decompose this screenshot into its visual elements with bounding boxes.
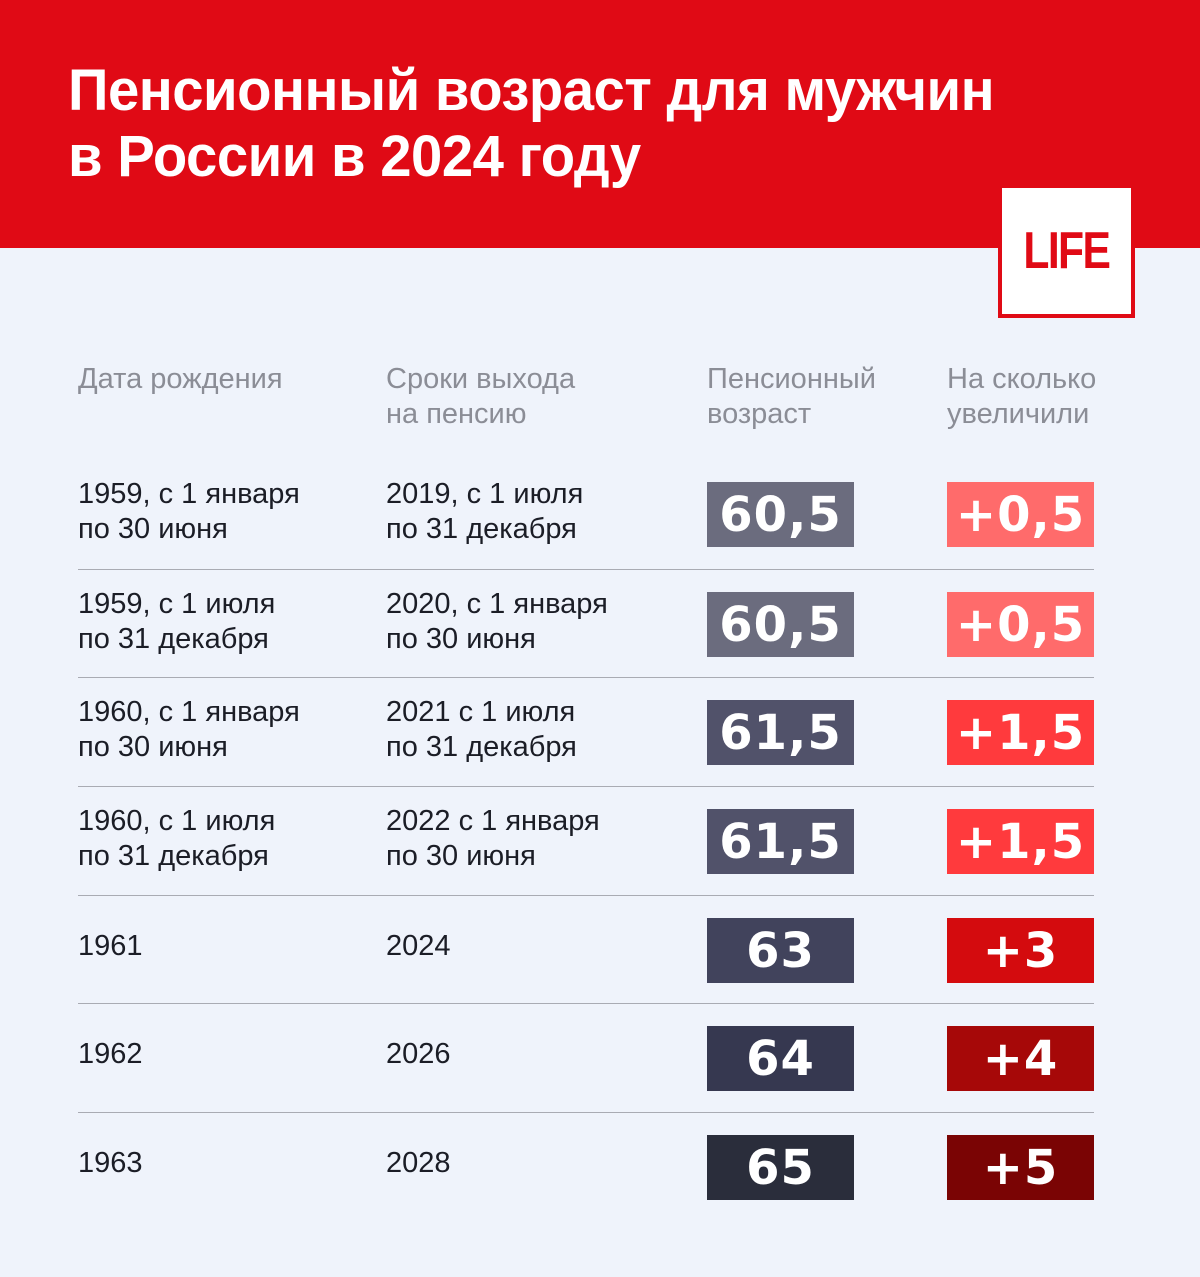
life-logo: LIFE <box>998 184 1135 318</box>
logo-text: LIFE <box>1023 222 1111 280</box>
retirement-period-cell: 2022 с 1 января по 30 июня <box>386 805 600 872</box>
table-row: 1960, с 1 июля по 31 декабря 2022 с 1 янва… <box>78 786 1094 895</box>
increase-badge: +1,5 <box>947 700 1094 765</box>
retirement-period-cell: 2026 <box>386 1038 451 1070</box>
increase-badge: +3 <box>947 918 1094 983</box>
title-line-2: в России в 2024 году <box>68 124 641 189</box>
retirement-period-cell: 2019, с 1 июля по 31 декабря <box>386 478 584 545</box>
birth-date-cell: 1960, с 1 июля по 31 декабря <box>78 805 276 872</box>
increase-badge: +1,5 <box>947 809 1094 874</box>
table-row: 1963 2028 65 +5 <box>78 1112 1094 1221</box>
birth-date-cell: 1961 <box>78 930 143 962</box>
table-row: 1959, с 1 июля по 31 декабря 2020, с 1 янв… <box>78 569 1094 678</box>
increase-badge: +4 <box>947 1026 1094 1091</box>
retirement-period-cell: 2020, с 1 января по 30 июня <box>386 588 608 655</box>
header-banner: Пенсионный возраст для мужчин в России в… <box>0 0 1200 248</box>
title-line-1: Пенсионный возраст для мужчин <box>68 58 995 123</box>
column-header-retirement-age: Пенсионный возраст <box>707 363 876 430</box>
table-row: 1960, с 1 января по 30 июня 2021 с 1 июля п… <box>78 677 1094 786</box>
retirement-period-cell: 2024 <box>386 930 451 962</box>
column-header-birth-date: Дата рождения <box>78 363 283 395</box>
table-row: 1962 2026 64 +4 <box>78 1003 1094 1112</box>
table-row: 1959, с 1 января по 30 июня 2019, с 1 июля… <box>78 460 1094 569</box>
birth-date-cell: 1963 <box>78 1147 143 1179</box>
birth-date-cell: 1962 <box>78 1038 143 1070</box>
birth-date-cell: 1960, с 1 января по 30 июня <box>78 696 300 763</box>
birth-date-cell: 1959, с 1 января по 30 июня <box>78 478 300 545</box>
increase-badge: +0,5 <box>947 592 1094 657</box>
retirement-age-badge: 60,5 <box>707 592 854 657</box>
retirement-age-badge: 61,5 <box>707 700 854 765</box>
retirement-age-badge: 63 <box>707 918 854 983</box>
table-row: 1961 2024 63 +3 <box>78 895 1094 1004</box>
retirement-period-cell: 2021 с 1 июля по 31 декабря <box>386 696 577 763</box>
birth-date-cell: 1959, с 1 июля по 31 декабря <box>78 588 276 655</box>
retirement-age-badge: 61,5 <box>707 809 854 874</box>
column-header-retirement-period: Сроки выхода на пенсию <box>386 363 576 430</box>
increase-badge: +5 <box>947 1135 1094 1200</box>
column-header-increase: На сколько увеличили <box>947 363 1097 430</box>
page-title: Пенсионный возраст для мужчин в России в… <box>68 58 995 190</box>
retirement-age-badge: 64 <box>707 1026 854 1091</box>
retirement-age-badge: 65 <box>707 1135 854 1200</box>
retirement-period-cell: 2028 <box>386 1147 451 1179</box>
retirement-age-badge: 60,5 <box>707 482 854 547</box>
increase-badge: +0,5 <box>947 482 1094 547</box>
